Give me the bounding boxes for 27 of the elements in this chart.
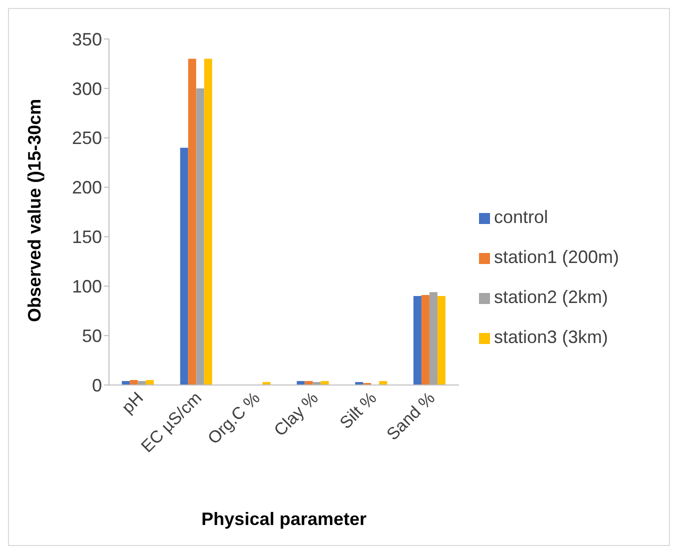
y-tick-label: 200 <box>72 178 102 198</box>
x-axis-title: Physical parameter <box>201 509 367 529</box>
y-tick-label: 300 <box>72 78 102 99</box>
y-tick-label: 350 <box>72 29 102 50</box>
legend-label: station1 (200m) <box>494 247 619 267</box>
bar <box>146 380 154 385</box>
bar <box>437 296 446 385</box>
bar <box>188 58 196 385</box>
bar <box>413 296 422 385</box>
y-tick-label: 0 <box>92 375 102 396</box>
y-tick-label: 150 <box>72 227 102 248</box>
bar <box>204 58 212 385</box>
y-tick-label: 50 <box>82 326 102 346</box>
legend-label: control <box>494 207 548 227</box>
x-tick-label: Clay % <box>270 388 322 440</box>
legend-label: station3 (3km) <box>494 327 608 347</box>
bar <box>429 292 438 385</box>
bar <box>180 148 188 385</box>
x-tick-label: pH <box>118 388 147 418</box>
x-tick-label: Silt % <box>336 388 380 433</box>
legend-label: station2 (2km) <box>494 287 608 307</box>
y-tick-label: 100 <box>72 276 102 297</box>
bar <box>196 88 204 385</box>
y-axis-title: Observed value ()15-30cm <box>24 98 44 322</box>
bar <box>130 380 138 385</box>
bar <box>421 295 430 385</box>
y-tick-label: 250 <box>72 128 102 148</box>
